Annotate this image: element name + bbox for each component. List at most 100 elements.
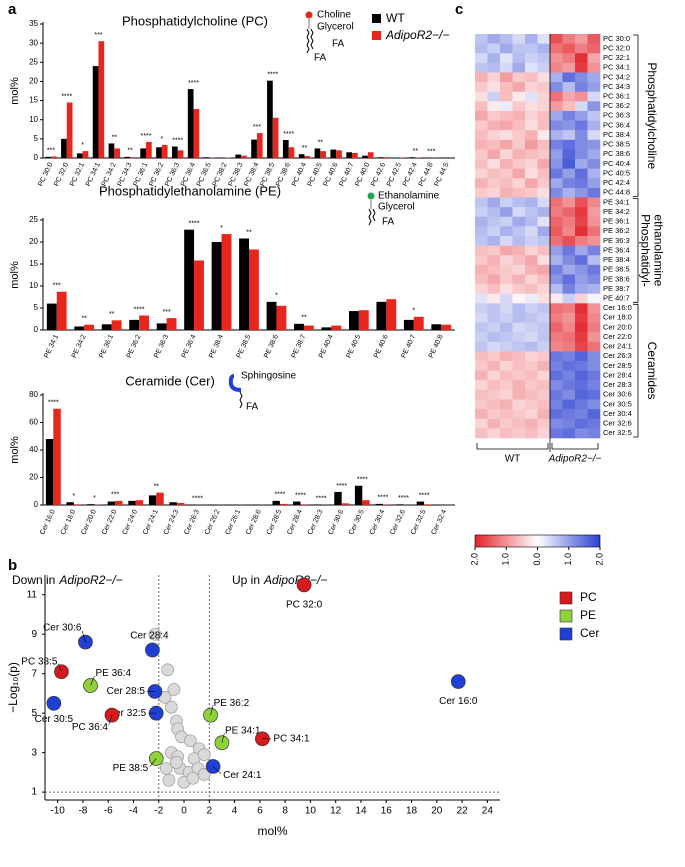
heatmap-cell — [525, 72, 538, 83]
heatmap-cell — [487, 34, 501, 44]
x-tick-label: Cer 22:0 — [101, 509, 119, 536]
heatmap-cell — [550, 351, 563, 362]
legend-label: AdipoR2−/− — [385, 28, 449, 42]
heatmap-cell — [550, 274, 563, 285]
heatmap-cell — [525, 130, 538, 141]
heatmap-cell — [525, 351, 538, 362]
colorbar-tick-label: 1.0 — [501, 553, 511, 566]
row-label: Cer 16:0 — [603, 303, 632, 312]
heatmap-cell — [562, 178, 576, 189]
heatmap-cell — [537, 187, 551, 198]
significance-label: ** — [109, 311, 115, 318]
heatmap-cell — [575, 226, 588, 237]
heatmap-cell — [550, 178, 563, 189]
heatmap-cell — [550, 322, 563, 333]
heatmap-cell — [500, 72, 513, 83]
heatmap-cell — [537, 62, 551, 73]
x-tick-label: Cer 24:3 — [163, 509, 181, 536]
heatmap-cell — [550, 399, 563, 410]
heatmap-cell — [525, 178, 538, 189]
heatmap-cell — [512, 226, 526, 237]
heatmap-cell — [562, 139, 576, 150]
row-label: PC 32:0 — [603, 43, 630, 52]
row-label: PE 36:3 — [603, 236, 630, 245]
heatmap-cell — [512, 82, 526, 93]
x-tick-label: PE 40:8 — [428, 334, 445, 360]
heatmap-cell — [475, 53, 488, 64]
bar — [45, 156, 51, 158]
row-label: Cer 18:0 — [603, 313, 632, 322]
bar — [124, 156, 131, 158]
x-tick-label: PE 38:5 — [236, 334, 253, 360]
heatmap-cell — [475, 293, 488, 304]
heatmap-cell — [575, 236, 588, 246]
heatmap-cell — [500, 168, 513, 179]
bar — [266, 301, 277, 330]
heatmap-cell — [475, 255, 488, 266]
annotation: Down in AdipoR2−/− — [12, 573, 123, 587]
bar — [424, 504, 432, 505]
heatmap-cell — [475, 236, 488, 246]
heatmap-cell — [500, 245, 513, 256]
heatmap-cell — [512, 303, 526, 314]
heatmap-cell — [587, 418, 601, 429]
heatmap-cell — [550, 245, 563, 256]
heatmap-cell — [512, 236, 526, 246]
heatmap-cell — [562, 409, 576, 420]
heatmap-cell — [500, 216, 513, 227]
point-label: Cer 30:6 — [43, 623, 82, 634]
heatmap-cell — [550, 255, 563, 266]
y-tick-label: 11 — [27, 589, 38, 600]
heatmap-cell — [487, 149, 501, 160]
significance-label: **** — [419, 492, 430, 499]
data-point — [197, 748, 211, 761]
heatmap-cell — [525, 370, 538, 381]
x-tick-label: 4 — [232, 806, 238, 817]
heatmap-cell — [562, 361, 576, 371]
heatmap-cell — [500, 361, 513, 371]
label-leader — [210, 705, 214, 716]
heatmap-cell — [512, 120, 526, 131]
bar — [107, 501, 116, 505]
y-axis-label: mol% — [9, 77, 21, 105]
heatmap-cell — [525, 53, 538, 64]
row-label: Cer 30:5 — [603, 399, 632, 408]
annotation: Choline — [317, 10, 351, 21]
significance-label: **** — [192, 495, 203, 502]
heatmap-cell — [587, 303, 601, 314]
heatmap-cell — [487, 312, 501, 323]
heatmap-cell — [550, 418, 563, 429]
heatmap-cell — [550, 110, 563, 121]
heatmap-cell — [575, 303, 588, 314]
heatmap-cell — [500, 255, 513, 266]
bar — [403, 319, 414, 330]
heatmap-cell — [525, 216, 538, 227]
heatmap-cell — [525, 341, 538, 352]
data-point — [161, 663, 174, 677]
heatmap-cell — [525, 428, 538, 439]
heatmap-cell — [475, 43, 488, 54]
bar — [176, 502, 185, 505]
bar — [377, 157, 384, 158]
heatmap-cell — [500, 82, 513, 93]
heatmap-cell — [537, 255, 551, 266]
bar — [56, 291, 67, 330]
significance-label: *** — [111, 492, 119, 499]
heatmap-cell — [537, 168, 551, 179]
heatmap-cell — [575, 82, 588, 93]
row-label: PE 34:2 — [603, 207, 630, 216]
x-tick-label: 18 — [406, 806, 418, 817]
heatmap-cell — [487, 168, 501, 179]
heatmap-cell — [537, 428, 551, 439]
y-tick-label: 15 — [29, 96, 38, 105]
heatmap-cell — [500, 62, 513, 73]
heatmap-cell — [562, 303, 576, 314]
row-label: Cer 22:0 — [603, 332, 632, 341]
heatmap-cell — [575, 34, 588, 44]
x-tick-label: -2 — [154, 806, 163, 817]
heatmap-cell — [500, 197, 513, 208]
heatmap-cell — [525, 110, 538, 121]
heatmap-cell — [525, 409, 538, 420]
bar — [282, 140, 289, 158]
